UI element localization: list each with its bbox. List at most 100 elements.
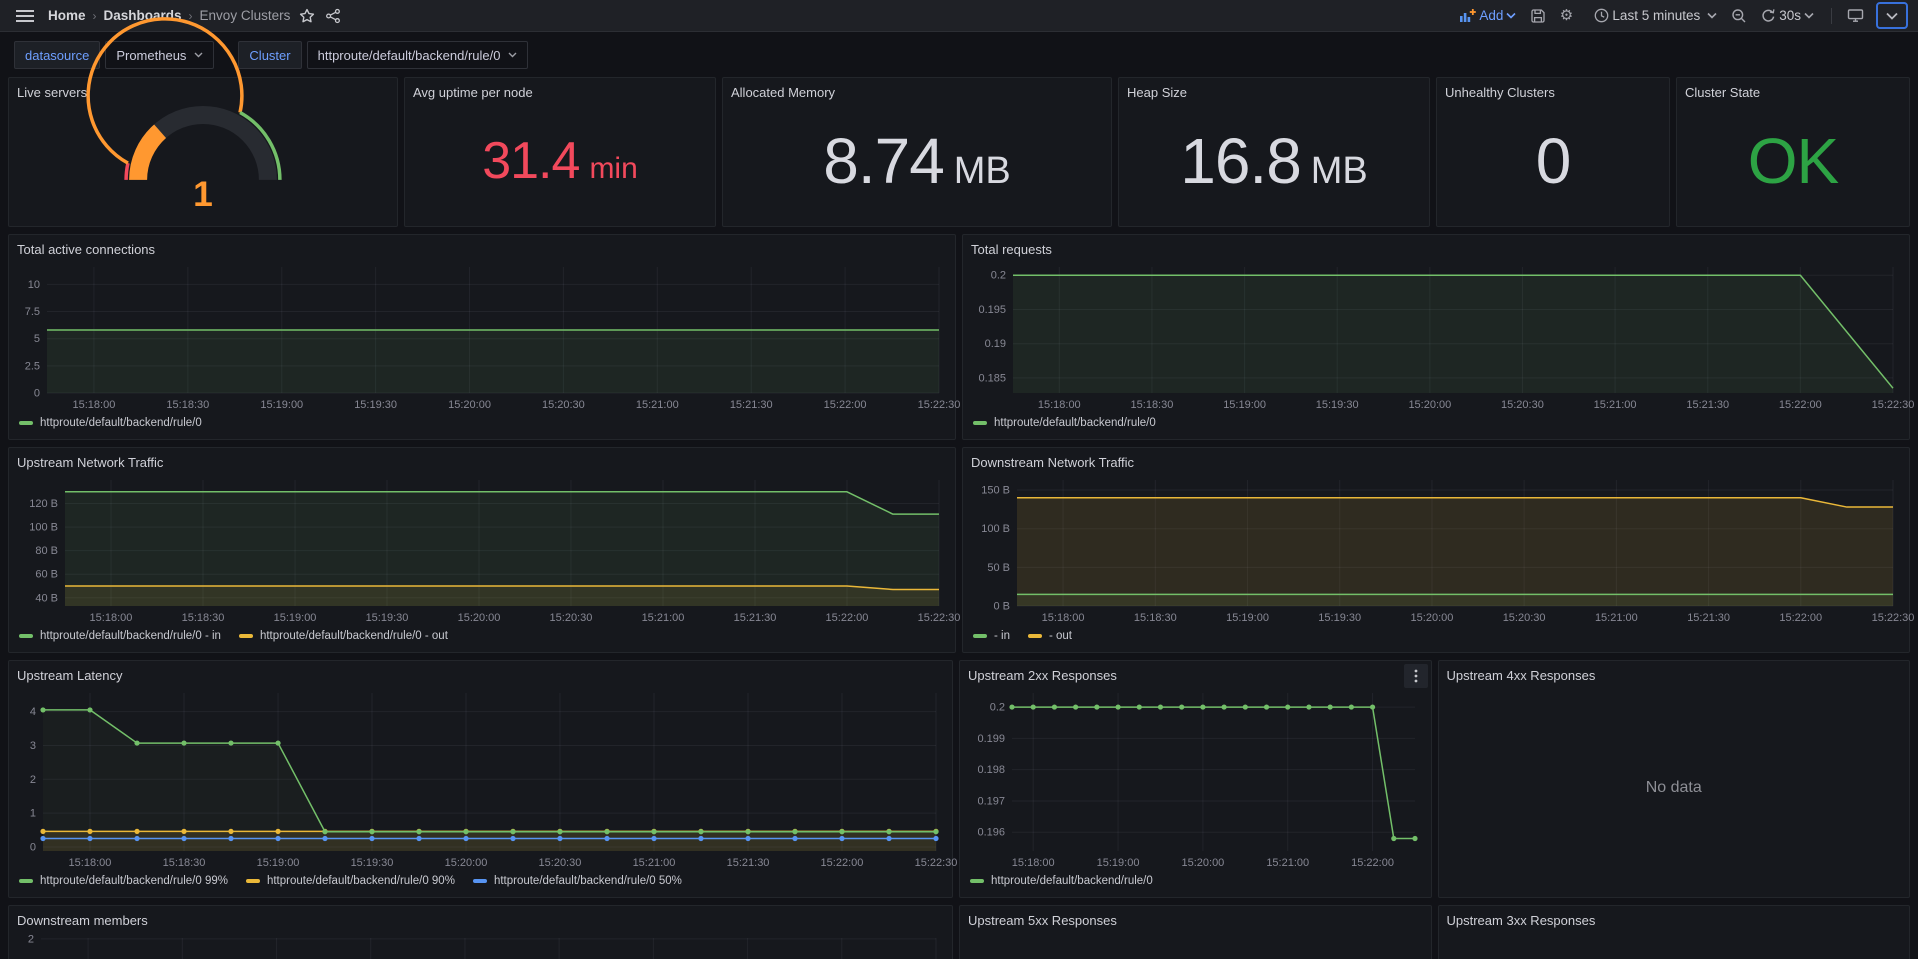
- add-panel-button[interactable]: Add: [1452, 3, 1523, 29]
- panel-title[interactable]: Allocated Memory: [731, 84, 835, 102]
- panel-downstream-network-traffic: Downstream Network Traffic 15:18:0015:18…: [962, 447, 1910, 653]
- time-range-picker[interactable]: Last 5 minutes: [1587, 3, 1724, 29]
- legend-series-color: [473, 879, 487, 883]
- legend-item[interactable]: httproute/default/backend/rule/0 - out: [239, 630, 448, 642]
- panel-title[interactable]: Upstream Network Traffic: [17, 454, 163, 472]
- legend-item[interactable]: httproute/default/backend/rule/0 90%: [246, 875, 455, 887]
- panel-heap-size: Heap Size 16.8 MB: [1118, 77, 1430, 227]
- upstream-network-traffic-chart[interactable]: 15:18:0015:18:3015:19:0015:19:3015:20:00…: [17, 472, 947, 626]
- share-dashboard-button[interactable]: [320, 3, 346, 29]
- svg-text:15:19:30: 15:19:30: [1318, 612, 1361, 624]
- legend-item[interactable]: - out: [1028, 630, 1072, 642]
- breadcrumb-home[interactable]: Home: [48, 8, 86, 23]
- svg-text:15:20:00: 15:20:00: [458, 612, 501, 624]
- panel-title[interactable]: Upstream 2xx Responses: [968, 667, 1117, 685]
- legend-item[interactable]: httproute/default/backend/rule/0 - in: [19, 630, 221, 642]
- total-requests-chart[interactable]: 15:18:0015:18:3015:19:0015:19:3015:20:00…: [971, 259, 1901, 413]
- legend-series-label: httproute/default/backend/rule/0: [991, 875, 1153, 887]
- chart-legend: httproute/default/backend/rule/0 99% http…: [17, 871, 944, 891]
- panel-title[interactable]: Downstream Network Traffic: [971, 454, 1134, 472]
- downstream-network-traffic-chart[interactable]: 15:18:0015:18:3015:19:0015:19:3015:20:00…: [971, 472, 1901, 626]
- upstream-4xx-chart: No data: [1447, 685, 1902, 891]
- variable-cluster: Cluster httproute/default/backend/rule/0: [238, 41, 528, 69]
- svg-text:100 B: 100 B: [981, 523, 1010, 535]
- svg-text:15:20:30: 15:20:30: [1501, 399, 1544, 411]
- panel-title[interactable]: Upstream 4xx Responses: [1447, 667, 1596, 685]
- svg-text:15:20:00: 15:20:00: [1181, 857, 1224, 869]
- legend-series-label: httproute/default/backend/rule/0 - in: [40, 630, 221, 642]
- panel-title[interactable]: Live servers: [17, 84, 87, 102]
- collapse-toolbar-button[interactable]: [1876, 2, 1908, 29]
- legend-item[interactable]: httproute/default/backend/rule/0 50%: [473, 875, 682, 887]
- panel-total-active-connections: Total active connections 15:18:0015:18:3…: [8, 234, 956, 440]
- breadcrumb-current-dashboard[interactable]: Envoy Clusters: [200, 8, 291, 23]
- toolbar-divider: [1831, 8, 1832, 24]
- panel-title[interactable]: Total active connections: [17, 241, 155, 259]
- panel-cluster-state: Cluster State OK: [1676, 77, 1910, 227]
- svg-text:15:22:30: 15:22:30: [1872, 612, 1915, 624]
- clock-icon: [1594, 8, 1609, 23]
- favorite-dashboard-button[interactable]: [294, 3, 320, 29]
- panel-title[interactable]: Upstream 5xx Responses: [968, 912, 1117, 930]
- stat-unit: MB: [954, 152, 1011, 190]
- chart-legend: httproute/default/backend/rule/0 - in htt…: [17, 626, 947, 646]
- panel-title[interactable]: Upstream 3xx Responses: [1447, 912, 1596, 930]
- panel-title[interactable]: Total requests: [971, 241, 1052, 259]
- connections-row: Total active connections 15:18:0015:18:3…: [8, 234, 1910, 440]
- stat-value: 16.8 MB: [1180, 129, 1368, 193]
- upstream-latency-chart[interactable]: 15:18:0015:18:3015:19:0015:19:3015:20:00…: [17, 685, 944, 871]
- breadcrumb-separator: ›: [93, 9, 97, 23]
- legend-series-color: [239, 634, 253, 638]
- panel-title[interactable]: Heap Size: [1127, 84, 1187, 102]
- panel-title[interactable]: Unhealthy Clusters: [1445, 84, 1555, 102]
- total-active-connections-chart[interactable]: 15:18:0015:18:3015:19:0015:19:3015:20:00…: [17, 259, 947, 413]
- stat-number: 0: [1536, 129, 1571, 193]
- cluster-variable-value: httproute/default/backend/rule/0: [318, 48, 501, 63]
- chart-legend: - in - out: [971, 626, 1901, 646]
- svg-text:15:21:00: 15:21:00: [1266, 857, 1309, 869]
- latency-responses-row: Upstream Latency 15:18:0015:18:3015:19:0…: [8, 660, 1910, 898]
- svg-text:0.185: 0.185: [978, 372, 1006, 384]
- panel-title[interactable]: Cluster State: [1685, 84, 1760, 102]
- panel-unhealthy-clusters: Unhealthy Clusters 0: [1436, 77, 1670, 227]
- save-dashboard-button[interactable]: [1525, 3, 1551, 29]
- legend-item[interactable]: httproute/default/backend/rule/0: [19, 417, 202, 429]
- svg-text:15:18:00: 15:18:00: [69, 857, 112, 869]
- kebab-menu-icon: [1414, 669, 1418, 683]
- legend-item[interactable]: httproute/default/backend/rule/0 99%: [19, 875, 228, 887]
- cluster-variable-select[interactable]: httproute/default/backend/rule/0: [307, 41, 529, 69]
- svg-text:15:18:00: 15:18:00: [1038, 399, 1081, 411]
- svg-text:15:20:00: 15:20:00: [445, 857, 488, 869]
- svg-text:2.5: 2.5: [25, 360, 40, 372]
- legend-item[interactable]: httproute/default/backend/rule/0: [973, 417, 1156, 429]
- upstream-2xx-chart[interactable]: 15:18:0015:19:0015:20:0015:21:0015:22:00…: [968, 685, 1423, 871]
- svg-text:15:19:30: 15:19:30: [351, 857, 394, 869]
- legend-item[interactable]: - in: [973, 630, 1010, 642]
- svg-text:15:19:30: 15:19:30: [1316, 399, 1359, 411]
- stat-value: 0: [1536, 129, 1571, 193]
- downstream-members-chart[interactable]: 15:18:0015:18:3015:19:0015:19:3015:20:00…: [17, 930, 944, 959]
- panel-title[interactable]: Downstream members: [17, 912, 148, 930]
- panel-title[interactable]: Upstream Latency: [17, 667, 123, 685]
- panel-title[interactable]: Avg uptime per node: [413, 84, 533, 102]
- zoom-out-time-button[interactable]: [1726, 3, 1752, 29]
- svg-text:3: 3: [30, 740, 36, 752]
- tv-mode-button[interactable]: [1842, 3, 1868, 29]
- datasource-variable-label: datasource: [14, 41, 100, 69]
- dashboard-settings-button[interactable]: ⚙: [1553, 3, 1579, 29]
- upstream-3xx-chart: [1447, 930, 1902, 959]
- monitor-icon: [1847, 8, 1864, 23]
- datasource-variable-select[interactable]: Prometheus: [105, 41, 214, 69]
- refresh-button[interactable]: 30s: [1754, 3, 1821, 29]
- svg-text:15:22:30: 15:22:30: [915, 857, 958, 869]
- menu-toggle-button[interactable]: [12, 3, 38, 29]
- legend-series-color: [973, 421, 987, 425]
- svg-text:15:21:00: 15:21:00: [633, 857, 676, 869]
- svg-text:40 B: 40 B: [35, 592, 58, 604]
- svg-text:15:18:30: 15:18:30: [166, 399, 209, 411]
- stat-value: OK: [1748, 129, 1838, 193]
- variable-datasource: datasource Prometheus: [14, 41, 214, 69]
- svg-text:15:18:30: 15:18:30: [1134, 612, 1177, 624]
- legend-item[interactable]: httproute/default/backend/rule/0: [970, 875, 1153, 887]
- svg-text:15:19:00: 15:19:00: [274, 612, 317, 624]
